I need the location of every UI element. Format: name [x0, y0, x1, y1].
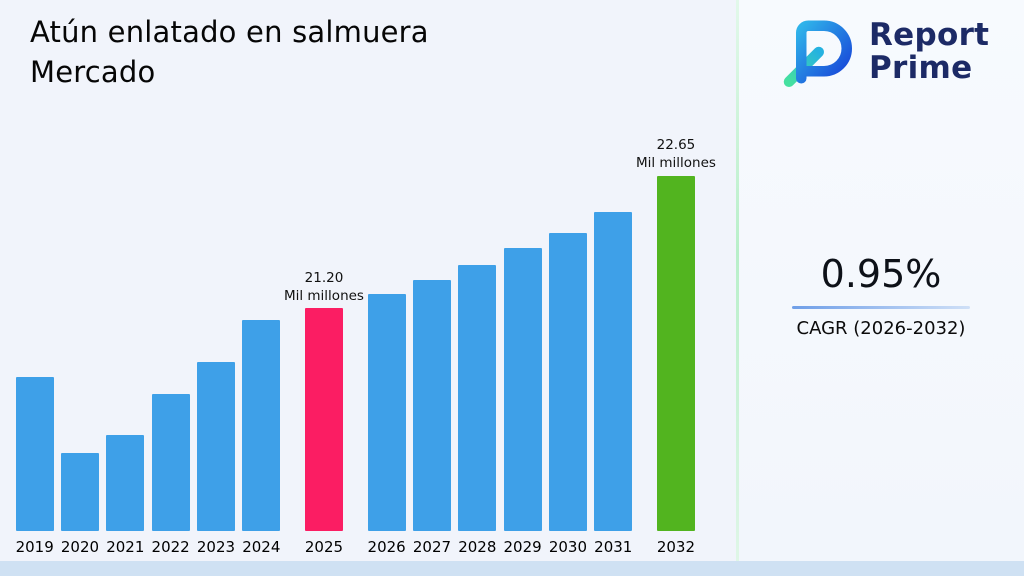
bar-2021 [106, 434, 145, 531]
bar-2029 [503, 247, 542, 531]
bar-2023 [196, 362, 235, 531]
bar-2028 [458, 265, 497, 531]
x-axis-label: 2020 [60, 538, 100, 556]
bar-value-number: 22.65 [656, 136, 696, 153]
x-axis-label: 2031 [594, 538, 633, 556]
bar-value-unit: Mil millones [635, 154, 716, 171]
bar-value-number: 21.20 [304, 269, 344, 286]
chart-column: 2019 [12, 130, 57, 556]
cagr-underline [792, 306, 970, 309]
chart-column: 2021 [103, 130, 148, 556]
logo-wordmark: Report Prime [869, 19, 989, 85]
bar-2026 [367, 293, 406, 531]
cagr-block: 0.95% CAGR (2026-2032) [761, 252, 1001, 339]
report-prime-logo: Report Prime [775, 10, 989, 94]
bar-stack [12, 130, 57, 531]
x-axis-label: 2030 [548, 538, 588, 556]
x-axis-label: 2024 [242, 538, 281, 556]
side-panel: Report Prime 0.95% CAGR (2026-2032) [739, 0, 1024, 562]
chart-column: 2030 [545, 130, 590, 556]
bar-stack [409, 130, 454, 531]
report-prime-logo-icon [783, 20, 852, 87]
x-axis-label: 2027 [412, 538, 452, 556]
chart-column: 2031 [591, 130, 636, 556]
chart-column: 2028 [455, 130, 500, 556]
bar-stack [148, 130, 193, 531]
bar-value-unit: Mil millones [283, 287, 364, 304]
x-axis-label: 2025 [304, 538, 344, 556]
x-axis-label: 2026 [367, 538, 406, 556]
chart-column: 2027 [409, 130, 454, 556]
bar-stack [103, 130, 148, 531]
logo-word-prime: Prime [869, 50, 973, 86]
bar-chart: 2019 2020 2021 2022 2023 2024 21.20 Mil millone… [12, 130, 716, 556]
bar-2027 [412, 279, 451, 531]
bar-2030 [548, 233, 587, 531]
bar-2031 [594, 212, 633, 531]
logo-word-report: Report [869, 17, 990, 54]
bar-2025 [304, 308, 343, 531]
bar-2019 [15, 377, 54, 531]
bar-stack [545, 130, 590, 531]
x-axis-label: 2021 [106, 538, 145, 556]
bar-stack [591, 130, 636, 531]
x-axis-label: 2029 [503, 538, 542, 556]
bar-2022 [151, 393, 190, 531]
chart-column: 2024 [239, 130, 284, 556]
x-axis-label: 2022 [151, 538, 190, 556]
bar-value-label: 21.20 Mil millones [284, 270, 364, 306]
bar-value-label: 22.65 Mil millones [636, 137, 716, 173]
x-axis-label: 2023 [196, 538, 236, 556]
bar-2020 [60, 453, 99, 531]
chart-column: 2026 [364, 130, 409, 556]
x-axis-label: 2028 [458, 538, 497, 556]
bar-2032 [656, 175, 695, 531]
x-axis-label: 2032 [656, 538, 696, 556]
chart-title: Atún enlatado en salmuera Mercado [30, 15, 429, 90]
bar-stack [364, 130, 409, 531]
bar-stack [57, 130, 102, 531]
bottom-strip [0, 561, 1024, 576]
bar-2024 [242, 320, 281, 531]
chart-column: 2020 [57, 130, 102, 556]
bar-stack [193, 130, 238, 531]
bar-stack: 22.65 Mil millones [636, 130, 716, 531]
cagr-value: 0.95% [820, 252, 942, 296]
chart-column: 2029 [500, 130, 545, 556]
vertical-divider [736, 0, 739, 562]
bar-stack [500, 130, 545, 531]
chart-column: 22.65 Mil millones 2032 [636, 130, 716, 556]
bar-stack: 21.20 Mil millones [284, 130, 364, 531]
cagr-label: CAGR (2026-2032) [796, 318, 966, 339]
chart-column: 2023 [193, 130, 238, 556]
bar-stack [455, 130, 500, 531]
x-axis-label: 2019 [15, 538, 54, 556]
chart-column: 21.20 Mil millones 2025 [284, 130, 364, 556]
chart-column: 2022 [148, 130, 193, 556]
bar-stack [239, 130, 284, 531]
